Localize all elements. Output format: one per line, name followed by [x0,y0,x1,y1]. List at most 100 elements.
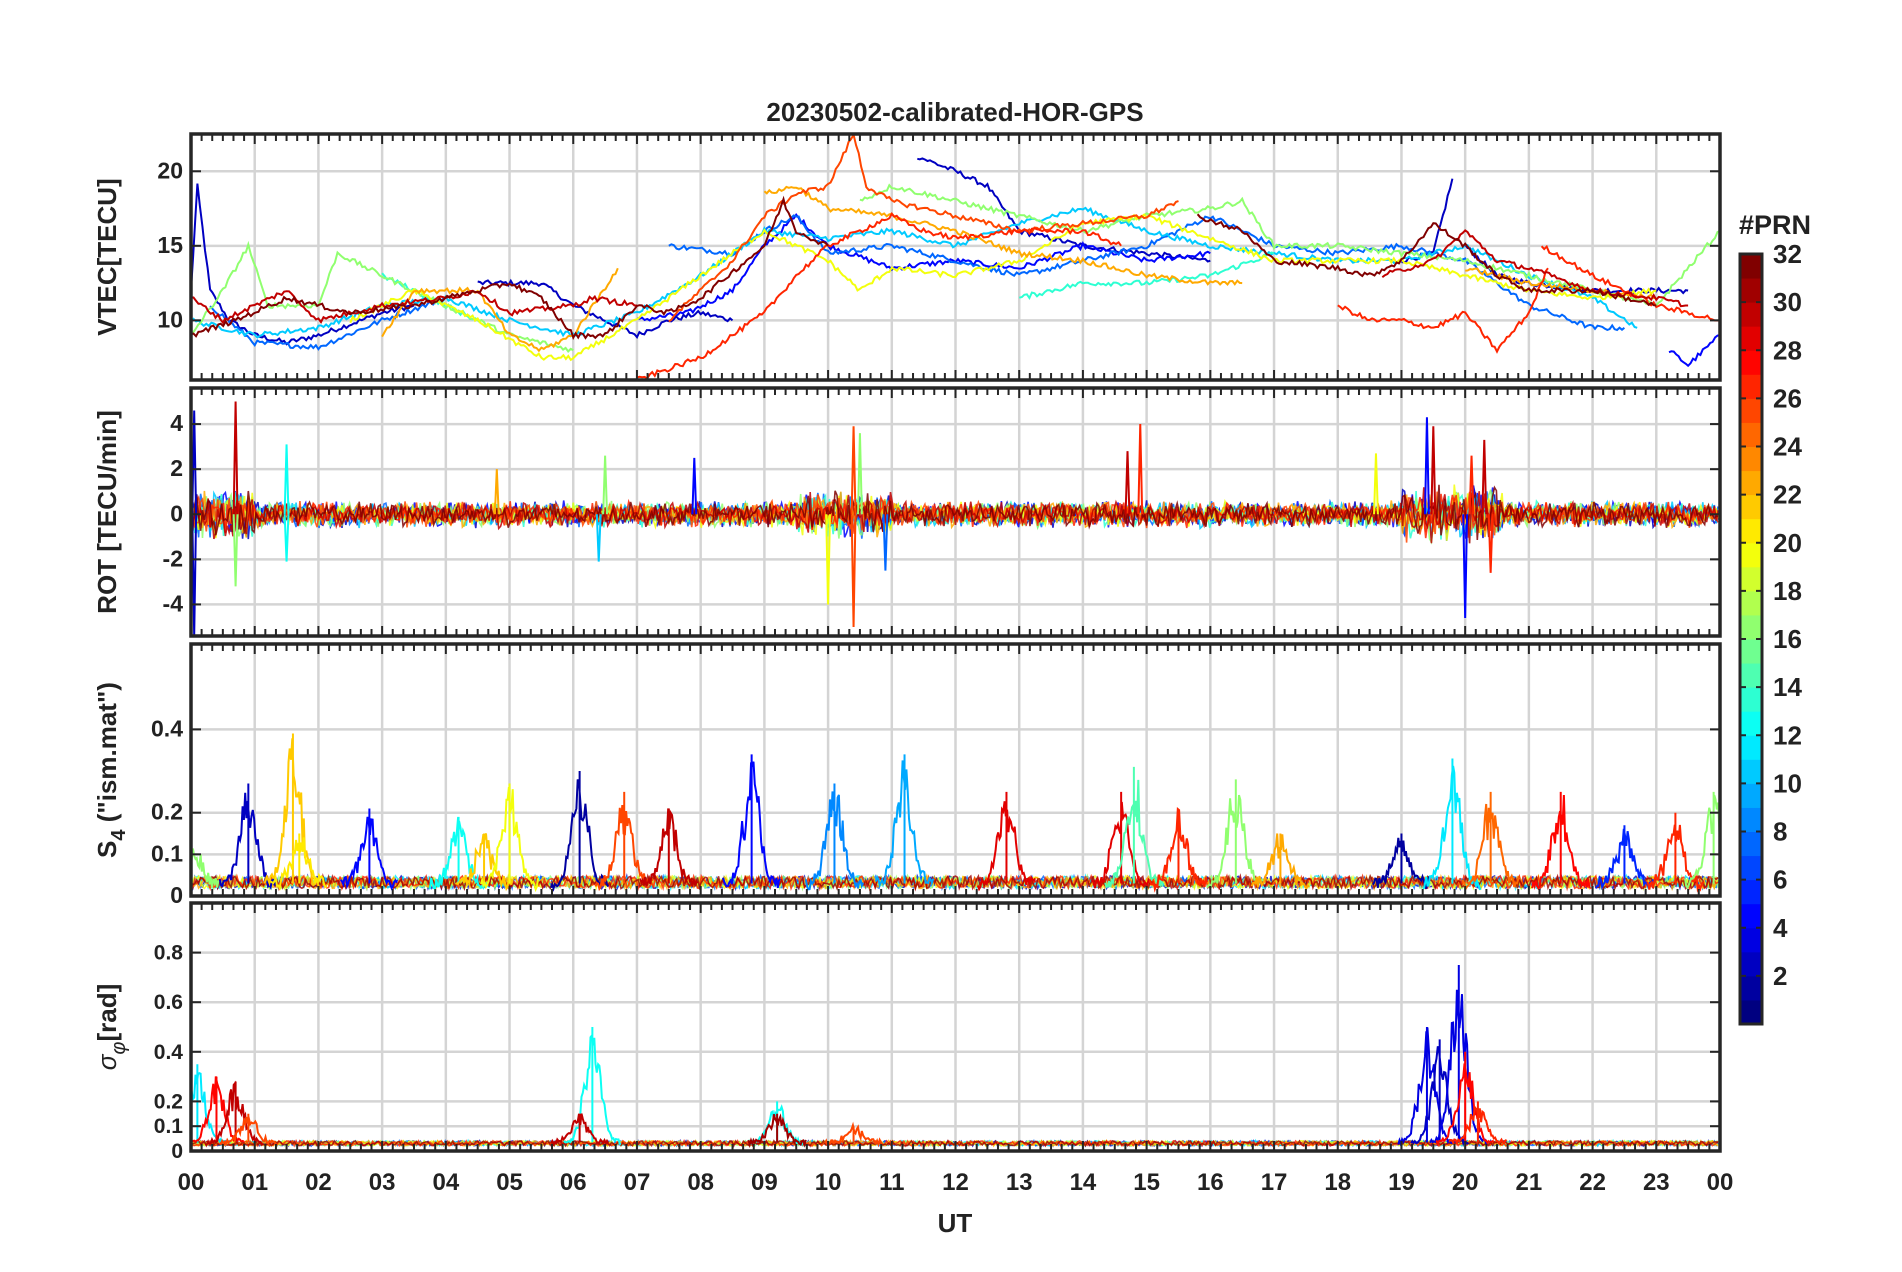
rot-line-prn-32 [191,484,1719,541]
y-axis-label: ROT [TECU/min] [92,410,122,614]
s4-peak-prn-21 [270,833,328,891]
y-tick-label: 0.2 [154,1090,183,1113]
vtec-line-prn-32 [191,195,829,341]
colorbar-tick-label: 20 [1773,528,1802,558]
rot-spike-prn-3 [191,514,198,636]
x-tick-label: 00 [178,1169,205,1196]
rot-spike-prn-27 [1137,424,1144,515]
vtec-line-prn-27 [1540,244,1720,322]
colorbar-swatch-prn-19 [1740,566,1762,592]
s4-peak-prn-2 [550,771,610,893]
rot-spike-prn-5 [1424,417,1430,515]
colorbar-swatch-prn-9 [1740,807,1762,832]
rot-spike-prn-23 [493,469,500,515]
s4-peak-prn-30 [639,808,699,888]
y-tick-label: 10 [157,306,183,332]
rot-spike-prn-11 [595,514,602,562]
vtec-line-prn-8 [209,297,446,351]
y-tick-label: -2 [163,545,183,571]
sigma_phi-peak-prn-26 [824,1121,884,1148]
x-tick-label: 08 [687,1169,714,1196]
sigma_phi-peak-prn-4 [1397,1027,1457,1147]
sigma_phi-peak-prn-31 [747,1113,807,1149]
x-tick-label: 17 [1261,1169,1288,1196]
colorbar-swatch-prn-28 [1740,350,1762,375]
y-axis-label-sub: φ [108,1042,130,1055]
s4-peak-prn-15 [1104,766,1164,888]
x-tick-label: 10 [815,1169,842,1196]
colorbar-swatch-prn-12 [1740,735,1762,760]
panel-sigma_phi: 00.10.2 0.4 0.6 0.8 σφ[rad] [92,901,1722,1163]
sigma_phi-peak-prn-27 [1448,1101,1508,1147]
chart-title: 20230502-calibrated-HOR-GPS [766,97,1143,127]
sigma_phi-peak-prn-28 [1435,1051,1495,1147]
colorbar-tick-label: 2 [1773,961,1787,991]
series-group [191,401,1719,636]
x-tick-label: 14 [1070,1169,1097,1196]
colorbar-swatch-prn-11 [1740,759,1762,784]
x-tick-label: 13 [1006,1169,1033,1196]
x-tick-label: 09 [751,1169,778,1196]
x-tick-label: 16 [1197,1169,1224,1196]
x-tick-label: 11 [879,1169,904,1196]
y-tick-label: 4 [170,410,183,436]
y-tick-label: 0.4 [154,1041,184,1064]
rot-spike-prn-13 [283,514,290,562]
vtec-line-prn-17 [859,183,1720,307]
colorbar-swatch-prn-17 [1740,614,1762,640]
rot-spike-prn-17 [232,514,239,587]
colorbar-swatch-prn-16 [1740,639,1762,664]
rot-line-prn-30 [191,487,1719,544]
y-tick-label: 0 [170,882,183,908]
x-tick-label: 12 [942,1169,969,1196]
colorbar-tick-label: 28 [1773,335,1802,365]
s4-peak-prn-29 [1091,791,1151,889]
colorbar-swatch-prn-6 [1740,879,1762,905]
series-group [191,965,1719,1149]
series-group [191,733,1720,893]
x-tick-label: 18 [1324,1169,1351,1196]
colorbar-swatch-prn-22 [1740,494,1762,520]
vtec-line-prn-23 [763,185,1243,287]
sigma_phi-peak-prn-26 [219,1113,277,1147]
s4-peak-prn-5 [722,754,781,889]
x-tick-label: 01 [241,1169,268,1196]
y-tick-label: 0.1 [151,840,183,866]
colorbar-swatch-prn-25 [1740,422,1762,447]
y-tick-label: 0.6 [154,991,183,1014]
rot-spike-prn-26 [850,514,857,627]
colorbar-tick-label: 24 [1773,432,1802,462]
panel-rot: -4 -2 0 2 4 ROT [TECU/min] [92,386,1722,638]
y-axis-label-rest: ("ism.mat") [92,682,122,829]
colorbar-swatch-prn-1 [1740,999,1762,1025]
colorbar-tick-label: 6 [1773,865,1787,895]
y-tick-label: 0.1 [154,1115,184,1138]
s4-peak-prn-5 [340,808,398,891]
x-axis-label: UT [938,1208,973,1238]
rot-spike-prn-30 [1124,451,1131,515]
y-axis-label-main: S [92,841,122,858]
y-tick-label: 15 [157,232,183,258]
rot-spike-prn-26 [850,426,857,515]
colorbar-swatch-prn-15 [1740,663,1762,688]
colorbar-tick-label: 16 [1773,624,1802,654]
rot-spike-prn-27 [1487,514,1494,573]
s4-peak-prn-9 [804,783,865,891]
rot-spike-prn-8 [882,514,889,571]
panel-vtec: 10 15 20 VTEC[TECU] [92,132,1722,382]
s4-peak-prn-13 [428,816,488,890]
panel-s4: 0 0.1 0.2 0.4 S4 ("ism.mat") [92,642,1722,908]
colorbar-swatch-prn-10 [1740,783,1762,808]
y-axis-label: σφ[rad] [92,984,130,1071]
s4-peak-prn-29 [976,791,1036,892]
y-tick-label: 0 [170,500,183,526]
s4-peak-prn-22 [454,833,514,892]
s4-peak-prn-17 [191,832,220,888]
s4-peak-prn-27 [1148,806,1209,893]
x-tick-label: 03 [369,1169,396,1196]
colorbar-swatch-prn-18 [1740,590,1762,616]
rot-spike-prn-17 [857,433,863,515]
colorbar-swatch-prn-31 [1740,278,1762,303]
s4-peak-prn-3 [218,783,277,891]
s4-peak-prn-12 [1422,758,1482,891]
